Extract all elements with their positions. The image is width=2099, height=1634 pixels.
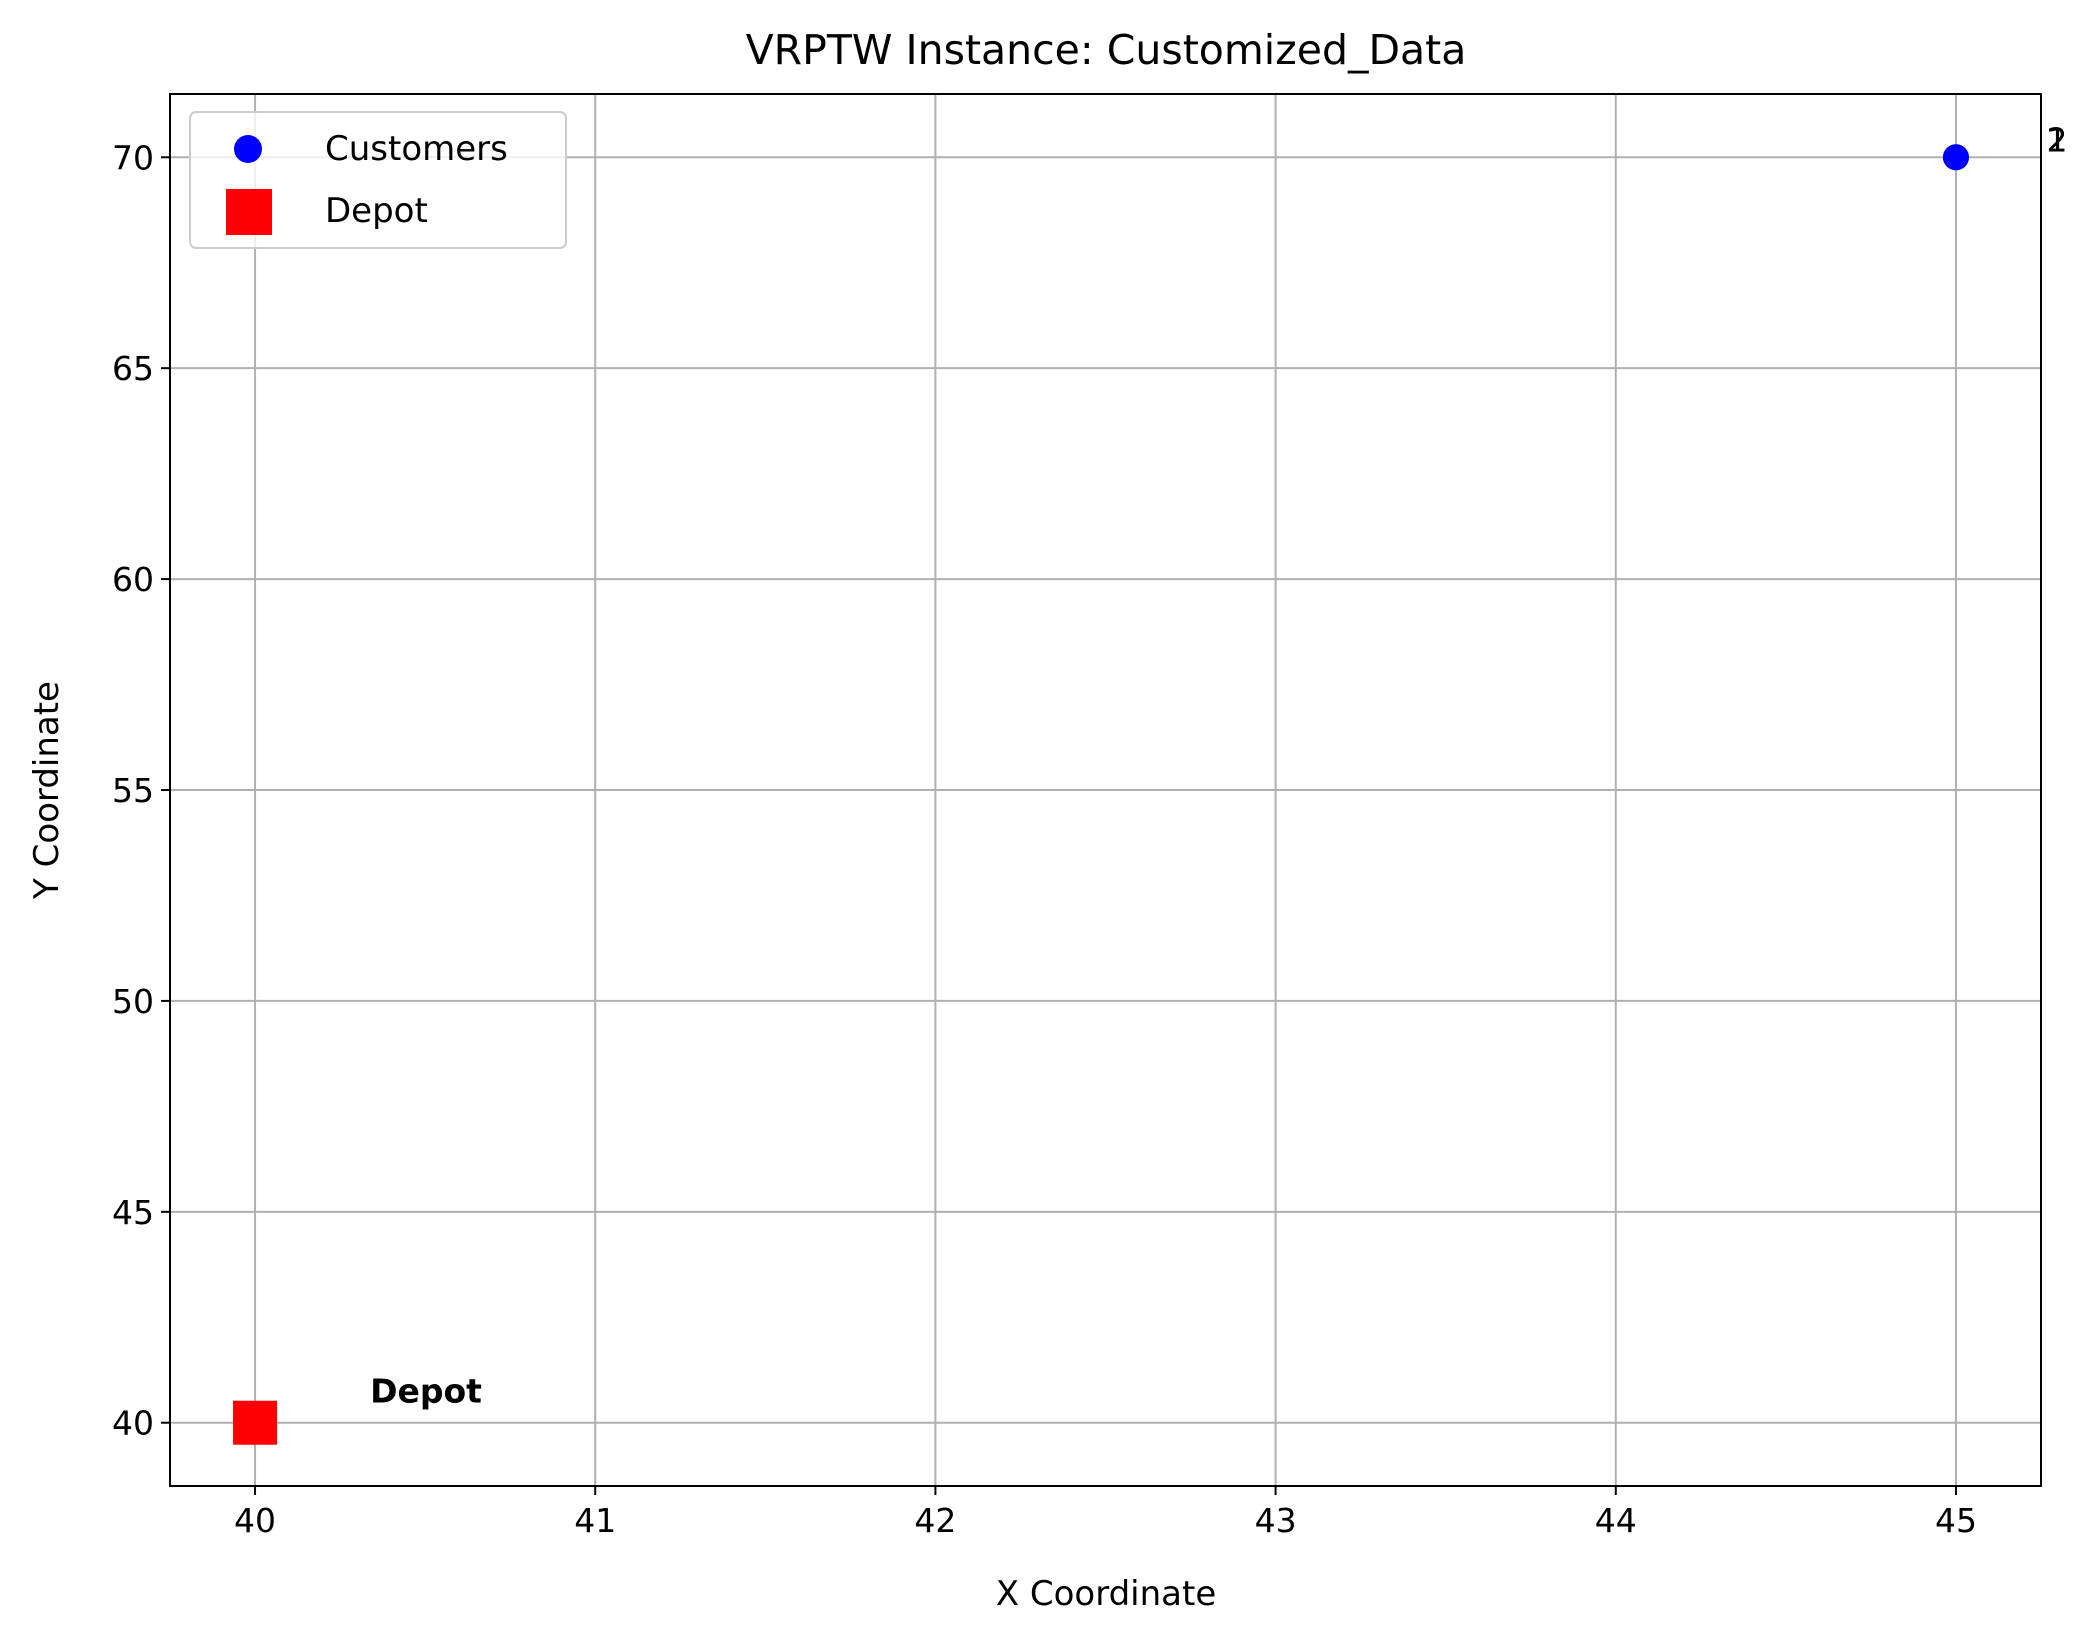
point-annotations: 12 Depot	[370, 120, 2067, 1410]
depot-point	[233, 1400, 278, 1445]
legend-depot-marker	[226, 189, 272, 235]
customer-label: 1	[2046, 120, 2067, 159]
chart-title: VRPTW Instance: Customized_Data	[746, 26, 1467, 74]
data-points	[233, 144, 1969, 1445]
x-tick-label: 42	[914, 1501, 956, 1540]
legend-depot-label: Depot	[325, 191, 428, 231]
x-axis-label: X Coordinate	[996, 1574, 1217, 1614]
y-tick-label: 60	[112, 560, 154, 599]
legend-box	[189, 111, 567, 249]
y-tick-label: 50	[112, 982, 154, 1021]
x-tick-label: 45	[1935, 1501, 1977, 1540]
axis-ticks: 40 41 42 43 44 45 40 45 50 55 60 65 70	[112, 138, 1977, 1540]
x-tick-label: 43	[1255, 1501, 1297, 1540]
legend: Customers Depot	[189, 111, 567, 249]
x-tick-label: 41	[574, 1501, 616, 1540]
y-tick-label: 65	[112, 349, 154, 388]
x-tick-label: 44	[1595, 1501, 1637, 1540]
customer-point	[1942, 144, 1969, 171]
y-tick-label: 70	[112, 138, 154, 177]
x-tick-label: 40	[234, 1501, 276, 1540]
y-axis-label: Y Coordinate	[27, 681, 67, 900]
y-tick-label: 55	[112, 771, 154, 810]
legend-customers-marker	[234, 135, 262, 163]
y-tick-label: 40	[112, 1404, 154, 1443]
legend-customers-label: Customers	[325, 129, 508, 169]
y-tick-label: 45	[112, 1193, 154, 1232]
depot-label: Depot	[370, 1372, 482, 1411]
grid	[170, 94, 2041, 1486]
customer-label: 2	[2046, 120, 2067, 159]
